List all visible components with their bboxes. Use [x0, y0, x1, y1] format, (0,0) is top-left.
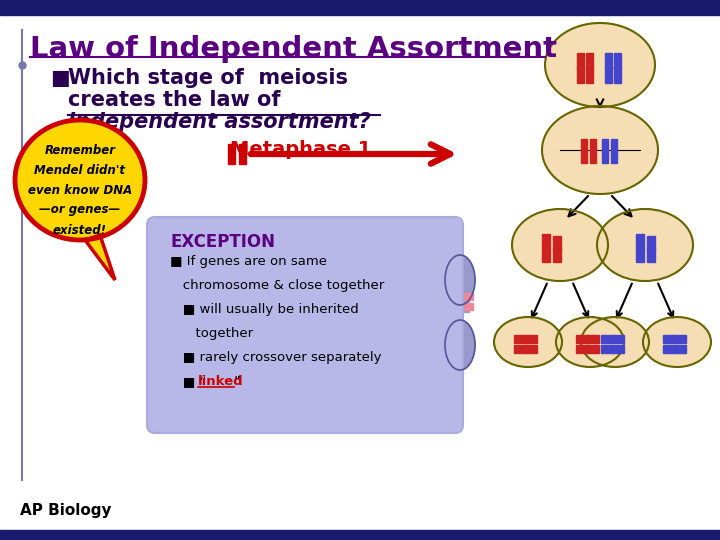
Bar — [577, 67, 583, 83]
Ellipse shape — [494, 317, 562, 367]
Text: existed!: existed! — [53, 224, 107, 237]
Text: Metaphase 1: Metaphase 1 — [230, 140, 372, 159]
Bar — [590, 139, 596, 151]
Bar — [647, 236, 655, 250]
Bar — [587, 345, 599, 353]
Ellipse shape — [556, 317, 624, 367]
Polygon shape — [85, 235, 115, 280]
Ellipse shape — [542, 106, 658, 194]
Bar — [611, 151, 617, 163]
Bar — [525, 335, 537, 343]
Bar — [605, 67, 611, 83]
Bar — [447, 293, 473, 300]
Text: chromosome & close together: chromosome & close together — [170, 279, 384, 292]
Ellipse shape — [581, 317, 649, 367]
Bar — [576, 345, 588, 353]
Bar — [663, 345, 675, 353]
Ellipse shape — [545, 23, 655, 107]
Bar — [553, 248, 561, 262]
Text: ■ will usually be inherited: ■ will usually be inherited — [170, 303, 359, 316]
Bar — [553, 236, 561, 250]
Bar — [613, 53, 621, 69]
Text: EXCEPTION: EXCEPTION — [170, 233, 275, 251]
Bar — [0, 530, 720, 540]
Bar — [612, 345, 624, 353]
Bar — [514, 345, 526, 353]
Bar — [239, 144, 246, 164]
Bar — [590, 151, 596, 163]
Bar — [451, 286, 469, 312]
Text: Law of Independent Assortment: Law of Independent Assortment — [30, 35, 557, 63]
Bar — [587, 335, 599, 343]
Text: Mendel didn't: Mendel didn't — [35, 164, 125, 177]
Ellipse shape — [15, 120, 145, 240]
Text: even know DNA: even know DNA — [28, 184, 132, 197]
Text: Which stage of  meiosis: Which stage of meiosis — [68, 68, 348, 88]
Text: ■ “: ■ “ — [170, 375, 207, 388]
Bar — [585, 67, 593, 83]
Text: independent assortment?: independent assortment? — [68, 112, 371, 132]
Bar — [585, 53, 593, 69]
Text: ■: ■ — [50, 68, 70, 88]
Bar — [605, 53, 611, 69]
Bar — [602, 151, 608, 163]
Bar — [674, 335, 686, 343]
Text: creates the law of: creates the law of — [68, 90, 281, 110]
Ellipse shape — [512, 209, 608, 281]
Bar — [525, 345, 537, 353]
Text: —or genes—: —or genes— — [40, 204, 121, 217]
Bar — [602, 139, 608, 151]
Bar — [228, 144, 235, 164]
Bar — [612, 335, 624, 343]
Bar — [674, 345, 686, 353]
Text: Remember: Remember — [45, 144, 115, 157]
Bar — [577, 53, 583, 69]
Bar — [447, 303, 473, 310]
Bar — [613, 67, 621, 83]
Ellipse shape — [643, 317, 711, 367]
Bar — [611, 139, 617, 151]
Bar — [581, 151, 587, 163]
Bar — [601, 345, 613, 353]
Bar — [581, 139, 587, 151]
Bar — [514, 335, 526, 343]
Bar — [542, 234, 550, 248]
Bar — [542, 248, 550, 262]
FancyBboxPatch shape — [147, 217, 463, 433]
Text: together: together — [170, 327, 253, 340]
Text: ■ rarely crossover separately: ■ rarely crossover separately — [170, 351, 382, 364]
Text: AP Biology: AP Biology — [20, 503, 112, 518]
Bar — [663, 335, 675, 343]
Ellipse shape — [597, 209, 693, 281]
Bar — [647, 248, 655, 262]
Ellipse shape — [445, 320, 475, 370]
Text: ”: ” — [234, 375, 241, 388]
Bar — [636, 234, 644, 248]
Bar — [601, 335, 613, 343]
Bar — [0, 0, 720, 15]
Ellipse shape — [445, 255, 475, 305]
Bar — [636, 248, 644, 262]
Text: linked: linked — [198, 375, 243, 388]
Bar — [576, 335, 588, 343]
Text: ■ If genes are on same: ■ If genes are on same — [170, 255, 327, 268]
